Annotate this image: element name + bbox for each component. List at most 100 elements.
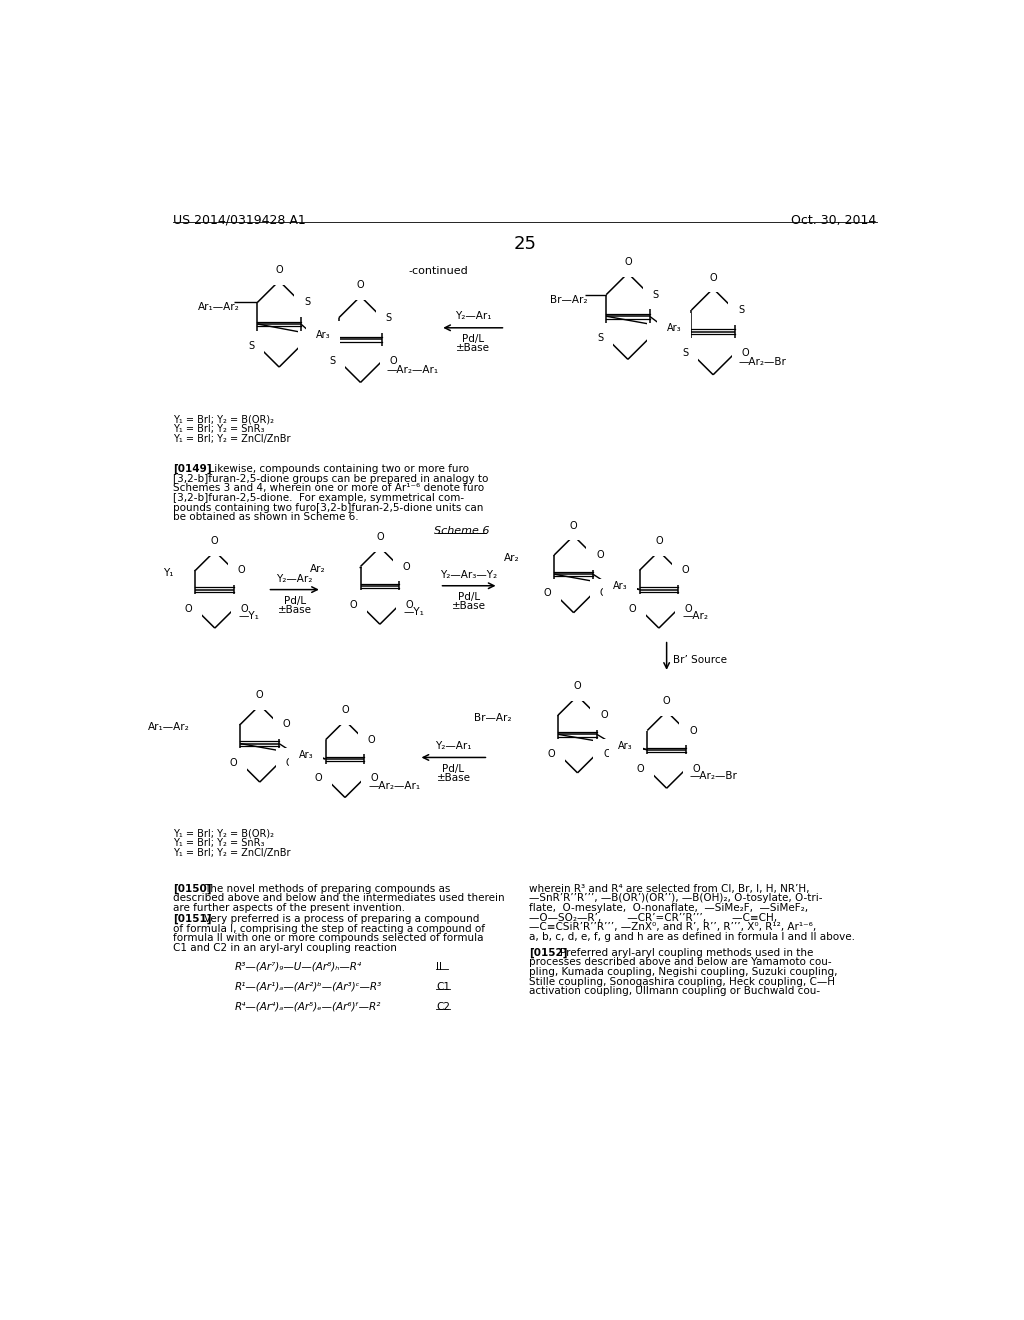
Text: O: O [637, 764, 644, 774]
Text: Pd/L: Pd/L [284, 595, 306, 606]
Text: R⁴—(Ar⁴)ₐ—(Ar⁵)ₑ—(Ar⁶)ᶠ—R²: R⁴—(Ar⁴)ₐ—(Ar⁵)ₑ—(Ar⁶)ᶠ—R² [234, 1002, 381, 1012]
Text: Y₁ = BrI; Y₂ = SnR₃: Y₁ = BrI; Y₂ = SnR₃ [173, 424, 264, 434]
Text: C2: C2 [436, 1002, 451, 1012]
Text: a, b, c, d, e, f, g and h are as defined in formula I and II above.: a, b, c, d, e, f, g and h are as defined… [529, 932, 855, 942]
Text: Y₁ = BrI; Y₂ = ZnCl/ZnBr: Y₁ = BrI; Y₂ = ZnCl/ZnBr [173, 849, 291, 858]
Text: S: S [652, 289, 658, 300]
Text: Very preferred is a process of preparing a compound: Very preferred is a process of preparing… [204, 915, 479, 924]
Text: Ar₃: Ar₃ [612, 581, 628, 591]
Text: of formula I, comprising the step of reacting a compound of: of formula I, comprising the step of rea… [173, 924, 485, 933]
Text: be obtained as shown in Scheme 6.: be obtained as shown in Scheme 6. [173, 512, 358, 523]
Text: O: O [376, 532, 384, 543]
Text: S: S [248, 341, 254, 351]
Text: —Ar₂—Ar₁: —Ar₂—Ar₁ [369, 780, 421, 791]
Text: Y₂—Ar₁: Y₂—Ar₁ [455, 312, 492, 321]
Text: O: O [211, 536, 218, 546]
Text: S: S [597, 333, 603, 343]
Text: Y₂—Ar₂: Y₂—Ar₂ [276, 574, 312, 585]
Text: O: O [569, 520, 578, 531]
Text: O: O [599, 589, 607, 598]
Text: O: O [389, 356, 397, 366]
Text: Y₁ = BrI; Y₂ = ZnCl/ZnBr: Y₁ = BrI; Y₂ = ZnCl/ZnBr [173, 434, 291, 444]
Text: —C≡CSiR’R’’R’’’, —ZnX⁰, and R’, R’’, R’’’, X⁰, R¹², Ar¹⁻⁶,: —C≡CSiR’R’’R’’’, —ZnX⁰, and R’, R’’, R’’… [529, 923, 817, 932]
Text: —Ar₂—Br: —Ar₂—Br [738, 358, 786, 367]
Text: Ar₃: Ar₃ [618, 741, 633, 751]
Text: —SnR’R’’R’’’, —B(OR’)(OR’’), —B(OH)₂, O-tosylate, O-tri-: —SnR’R’’R’’’, —B(OR’)(OR’’), —B(OH)₂, O-… [529, 894, 823, 903]
Text: O: O [603, 748, 610, 759]
Text: O: O [256, 690, 263, 700]
Text: Pd/L: Pd/L [442, 763, 465, 774]
Text: Pd/L: Pd/L [462, 334, 484, 345]
Text: Br’ Source: Br’ Source [673, 655, 727, 665]
Text: —Ar₂—Br: —Ar₂—Br [690, 771, 737, 781]
Text: Y₂—Ar₃—Y₂: Y₂—Ar₃—Y₂ [440, 570, 498, 581]
Text: O: O [184, 603, 193, 614]
Text: S: S [682, 348, 688, 358]
Text: —Ar₂: —Ar₂ [682, 611, 709, 622]
Text: Y₁: Y₁ [163, 568, 174, 578]
Text: O: O [684, 603, 692, 614]
Text: O: O [573, 681, 582, 690]
Text: -continued: -continued [409, 267, 468, 276]
Text: Schemes 3 and 4, wherein one or more of Ar¹⁻⁶ denote furo: Schemes 3 and 4, wherein one or more of … [173, 483, 484, 494]
Text: [0152]: [0152] [529, 948, 568, 958]
Text: —O—SO₂—R’,        —CR’=CR’’R’’’,        —C≡CH,: —O—SO₂—R’, —CR’=CR’’R’’’, —C≡CH, [529, 912, 777, 923]
Text: O: O [238, 565, 245, 576]
Text: O: O [406, 601, 413, 610]
Text: activation coupling, Ullmann coupling or Buchwald cou-: activation coupling, Ullmann coupling or… [529, 986, 820, 997]
Text: Preferred aryl-aryl coupling methods used in the: Preferred aryl-aryl coupling methods use… [560, 948, 814, 957]
Text: Y₁ = BrI; Y₂ = B(OR)₂: Y₁ = BrI; Y₂ = B(OR)₂ [173, 829, 274, 838]
Text: Pd/L: Pd/L [458, 591, 480, 602]
Text: O: O [692, 764, 699, 774]
Text: [3,2-b]furan-2,5-dione groups can be prepared in analogy to: [3,2-b]furan-2,5-dione groups can be pre… [173, 474, 488, 483]
Text: ±Base: ±Base [436, 774, 470, 783]
Text: C1: C1 [436, 982, 451, 991]
Text: Y₁ = BrI; Y₂ = SnR₃: Y₁ = BrI; Y₂ = SnR₃ [173, 838, 264, 849]
Text: O: O [655, 536, 663, 546]
Text: described above and below and the intermediates used therein: described above and below and the interm… [173, 894, 505, 903]
Text: O: O [314, 774, 323, 783]
Text: Likewise, compounds containing two or more furo: Likewise, compounds containing two or mo… [203, 465, 469, 474]
Text: —Y₁: —Y₁ [403, 607, 424, 618]
Text: O: O [624, 257, 632, 268]
Text: processes described above and below are Yamamoto cou-: processes described above and below are … [529, 957, 833, 968]
Text: —Y₁: —Y₁ [238, 611, 259, 622]
Text: pounds containing two furo[3,2-b]furan-2,5-dione units can: pounds containing two furo[3,2-b]furan-2… [173, 503, 483, 512]
Text: O: O [368, 735, 375, 744]
Text: Ar₃: Ar₃ [667, 323, 682, 333]
Text: S: S [738, 305, 744, 315]
Text: O: O [229, 758, 238, 768]
Text: O: O [663, 696, 671, 706]
Text: wherein R³ and R⁴ are selected from Cl, Br, I, H, NR’H,: wherein R³ and R⁴ are selected from Cl, … [529, 884, 810, 894]
Text: II: II [436, 962, 442, 972]
Text: ±Base: ±Base [456, 343, 489, 354]
Text: O: O [600, 710, 607, 721]
Text: ±Base: ±Base [452, 601, 486, 611]
Text: are further aspects of the present invention.: are further aspects of the present inven… [173, 903, 406, 913]
Text: [3,2-b]furan-2,5-dione.  For example, symmetrical com-: [3,2-b]furan-2,5-dione. For example, sym… [173, 492, 464, 503]
Text: R¹—(Ar¹)ₐ—(Ar²)ᵇ—(Ar³)ᶜ—R³: R¹—(Ar¹)ₐ—(Ar²)ᵇ—(Ar³)ᶜ—R³ [234, 982, 382, 991]
Text: Y₁ = BrI; Y₂ = B(OR)₂: Y₁ = BrI; Y₂ = B(OR)₂ [173, 414, 274, 424]
Text: R³—(Ar⁷)₉—U—(Ar⁸)ₕ—R⁴: R³—(Ar⁷)₉—U—(Ar⁸)ₕ—R⁴ [234, 962, 362, 972]
Text: O: O [356, 280, 365, 290]
Text: O: O [656, 333, 665, 343]
Text: O: O [689, 726, 696, 735]
Text: O: O [544, 589, 551, 598]
Text: Ar₁—Ar₂: Ar₁—Ar₂ [148, 722, 190, 733]
Text: O: O [308, 341, 315, 351]
Text: Ar₂: Ar₂ [310, 564, 326, 574]
Text: O: O [710, 273, 717, 282]
Text: O: O [350, 601, 357, 610]
Text: O: O [681, 565, 689, 576]
Text: S: S [330, 356, 336, 366]
Text: Stille coupling, Sonogashira coupling, Heck coupling, C—H: Stille coupling, Sonogashira coupling, H… [529, 977, 836, 986]
Text: Br—Ar₂: Br—Ar₂ [550, 294, 588, 305]
Text: US 2014/0319428 A1: US 2014/0319428 A1 [173, 214, 306, 227]
Text: O: O [275, 265, 283, 275]
Text: O: O [341, 705, 349, 715]
Text: O: O [241, 603, 248, 614]
Text: O: O [286, 758, 293, 768]
Text: Ar₂: Ar₂ [504, 553, 519, 562]
Text: Y₂—Ar₁: Y₂—Ar₁ [435, 741, 472, 751]
Text: O: O [629, 603, 636, 614]
